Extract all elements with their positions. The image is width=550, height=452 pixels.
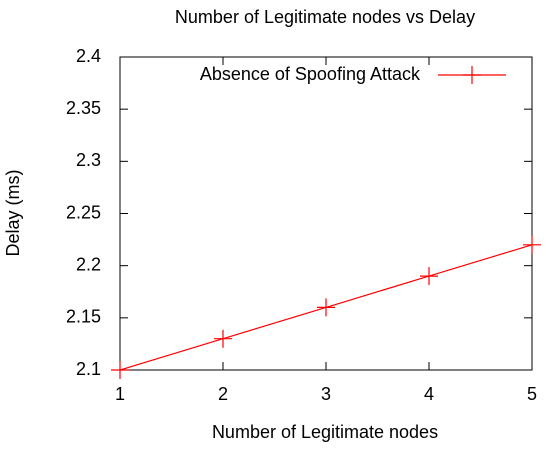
x-tick-label: 5 xyxy=(527,384,537,404)
point xyxy=(420,267,438,286)
plot-border xyxy=(119,56,533,371)
y-tick-label: 2.1 xyxy=(76,359,101,379)
x-tick-label: 1 xyxy=(115,384,125,404)
legend-marker xyxy=(463,66,481,84)
y-axis-label: Delay (ms) xyxy=(3,169,23,256)
x-tick-label: 2 xyxy=(218,384,228,404)
y-tick-label: 2.4 xyxy=(76,46,101,66)
point xyxy=(317,298,335,317)
y-tick-label: 2.3 xyxy=(76,150,101,170)
chart-title: Number of Legitimate nodes vs Delay xyxy=(175,7,475,27)
legend-label: Absence of Spoofing Attack xyxy=(200,64,421,84)
point xyxy=(214,329,232,348)
y-tick-label: 2.2 xyxy=(76,254,101,274)
x-tick-label: 3 xyxy=(321,384,331,404)
y-tick-label: 2.35 xyxy=(66,98,101,118)
point xyxy=(111,361,129,379)
y-tick-label: 2.25 xyxy=(66,202,101,222)
point xyxy=(523,235,541,254)
x-tick-label: 4 xyxy=(424,384,434,404)
y-tick-label: 2.15 xyxy=(66,307,101,327)
x-axis-label: Number of Legitimate nodes xyxy=(212,422,438,442)
